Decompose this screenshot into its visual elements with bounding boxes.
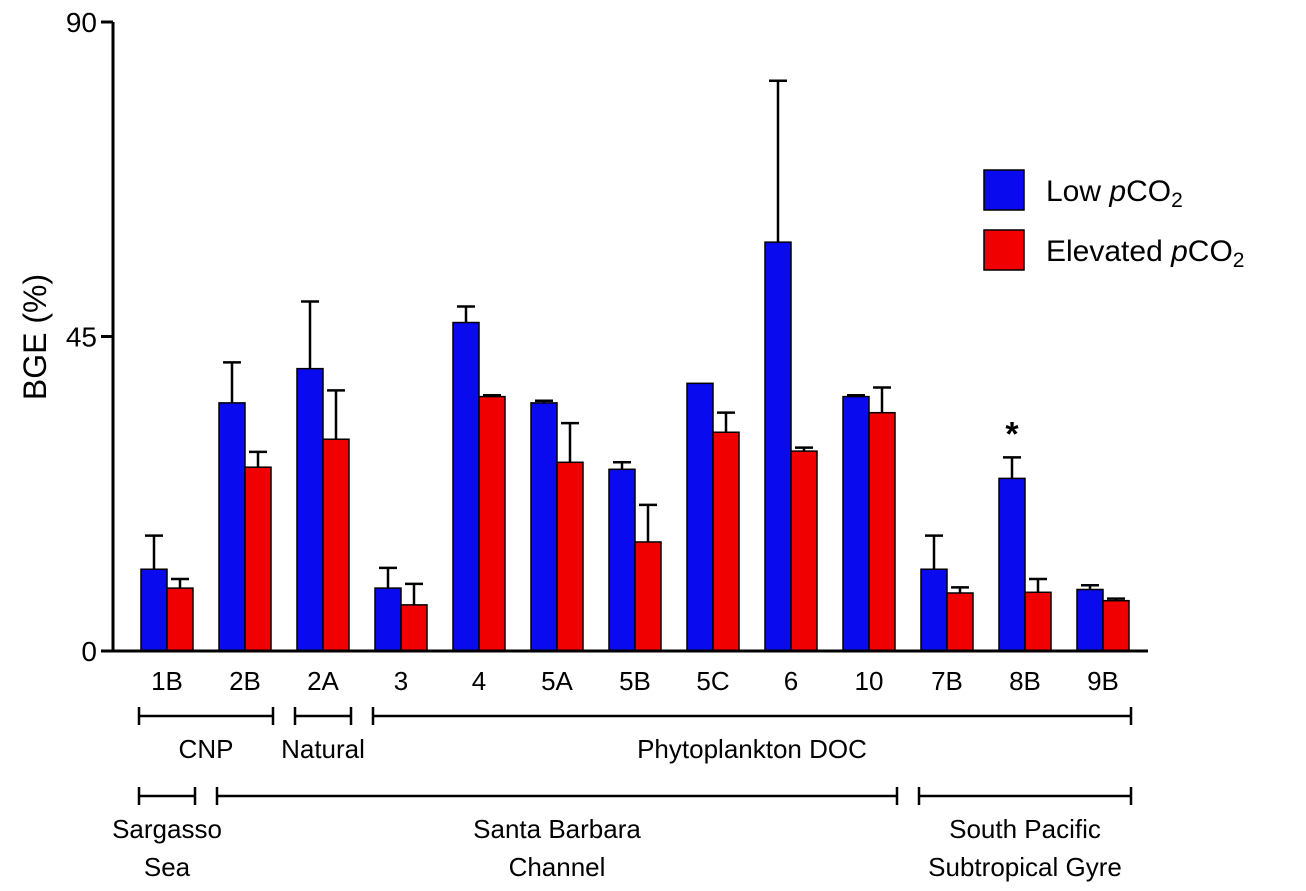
group-label-2: Phytoplankton DOC <box>637 734 867 764</box>
legend-swatch-elevated <box>983 229 1025 271</box>
bar-low-5A <box>530 402 558 652</box>
bar-elevated-5A <box>556 461 584 652</box>
bar-elevated-10 <box>868 411 896 652</box>
bar-low-3 <box>374 587 402 652</box>
bar-elevated-7B <box>946 592 974 652</box>
bar-elevated-2A <box>322 438 350 652</box>
location-label-line1-0: Sargasso <box>112 814 222 844</box>
legend-text-name_main: CO <box>1188 235 1233 268</box>
bar-low-1B <box>140 568 168 652</box>
x-tick-label-9B: 9B <box>1087 666 1119 696</box>
y-tick-label-45: 45 <box>66 322 97 353</box>
x-tick-label-6: 6 <box>784 666 798 696</box>
bar-low-5C <box>686 382 714 652</box>
x-tick-label-5C: 5C <box>696 666 729 696</box>
bar-low-6 <box>764 241 792 652</box>
y-tick-label-0: 0 <box>81 636 97 667</box>
bar-elevated-2B <box>244 466 272 652</box>
x-tick-label-5B: 5B <box>619 666 651 696</box>
legend-text-name_prefix: Low <box>1046 175 1109 208</box>
location-label-line1-1: Santa Barbara <box>473 814 641 844</box>
x-tick-label-8B: 8B <box>1009 666 1041 696</box>
bar-elevated-4 <box>478 395 506 652</box>
x-tick-label-4: 4 <box>472 666 486 696</box>
location-label-line2-2: Subtropical Gyre <box>928 852 1122 882</box>
location-label-line2-0: Sea <box>144 852 191 882</box>
group-label-1: Natural <box>281 734 365 764</box>
bar-low-2B <box>218 402 246 652</box>
legend-text-name_italic: p <box>1170 235 1188 268</box>
bar-elevated-5B <box>634 541 662 652</box>
x-tick-label-2B: 2B <box>229 666 261 696</box>
bar-low-8B <box>998 477 1026 652</box>
bar-elevated-3 <box>400 604 428 652</box>
x-tick-label-2A: 2A <box>307 666 339 696</box>
bar-low-5B <box>608 468 636 652</box>
bar-elevated-5C <box>712 431 740 652</box>
bar-elevated-8B <box>1024 591 1052 652</box>
legend-swatch-low <box>983 169 1025 211</box>
x-tick-label-10: 10 <box>855 666 884 696</box>
legend-text-name_italic: p <box>1108 175 1126 208</box>
legend-text-name_prefix: Elevated <box>1046 235 1171 268</box>
location-label-line1-2: South Pacific <box>949 814 1101 844</box>
location-label-line2-1: Channel <box>509 852 606 882</box>
bar-low-4 <box>452 321 480 652</box>
x-tick-label-7B: 7B <box>931 666 963 696</box>
bar-elevated-1B <box>166 587 194 652</box>
legend-label-elevated: Elevated pCO2 <box>1046 235 1244 272</box>
bar-low-9B <box>1076 588 1104 652</box>
legend-text-name_sub: 2 <box>1233 249 1245 272</box>
legend-label-low: Low pCO2 <box>1046 175 1183 212</box>
y-tick-label-90: 90 <box>66 7 97 38</box>
legend-text-name_sub: 2 <box>1171 189 1183 212</box>
group-label-0: CNP <box>179 734 234 764</box>
legend-text-name_main: CO <box>1126 175 1171 208</box>
significance-marker-8B: * <box>1005 415 1019 453</box>
y-axis-label: BGE (%) <box>17 274 53 400</box>
x-tick-label-5A: 5A <box>541 666 573 696</box>
x-tick-label-3: 3 <box>394 666 408 696</box>
bar-elevated-6 <box>790 450 818 652</box>
x-tick-label-1B: 1B <box>151 666 183 696</box>
bar-low-7B <box>920 568 948 652</box>
bar-elevated-9B <box>1102 599 1130 652</box>
bar-low-10 <box>842 395 870 652</box>
bar-low-2A <box>296 367 324 652</box>
